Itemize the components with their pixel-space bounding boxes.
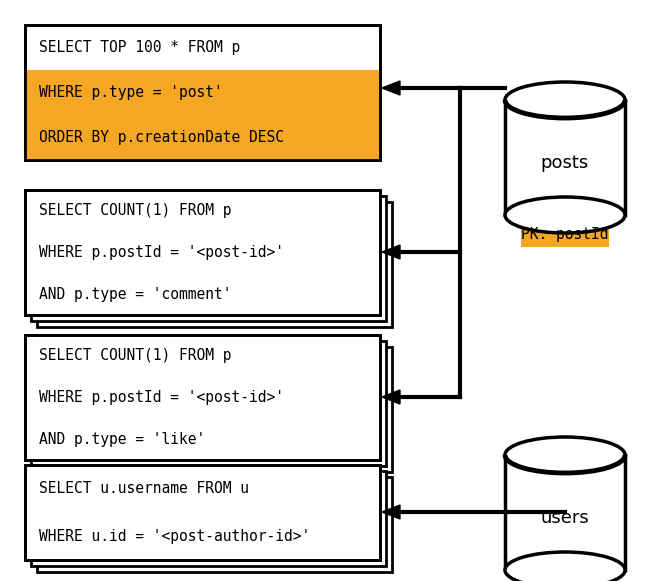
Text: PK: postId: PK: postId	[522, 228, 609, 242]
Bar	[25, 335, 380, 460]
Bar	[31, 341, 386, 466]
Bar	[25, 70, 380, 115]
Bar	[25, 115, 380, 160]
Text: SELECT COUNT(1) FROM p: SELECT COUNT(1) FROM p	[39, 203, 231, 218]
Bar	[31, 196, 386, 321]
FancyArrow shape	[382, 505, 400, 519]
FancyArrow shape	[382, 245, 400, 259]
Text: users: users	[541, 509, 590, 527]
Text: posts: posts	[541, 154, 589, 172]
Text: ORDER BY p.creationDate DESC: ORDER BY p.creationDate DESC	[39, 130, 284, 145]
Bar	[37, 202, 392, 327]
Text: WHERE p.postId = '<post-id>': WHERE p.postId = '<post-id>'	[39, 390, 284, 405]
Bar	[505, 455, 625, 570]
Text: WHERE p.postId = '<post-id>': WHERE p.postId = '<post-id>'	[39, 245, 284, 260]
Bar	[37, 477, 392, 572]
FancyArrow shape	[382, 390, 400, 404]
Bar	[25, 25, 380, 160]
Ellipse shape	[505, 82, 625, 118]
Ellipse shape	[505, 552, 625, 581]
Bar	[505, 100, 625, 215]
Ellipse shape	[505, 197, 625, 233]
Bar	[522, 223, 609, 248]
FancyArrow shape	[382, 81, 400, 95]
Ellipse shape	[505, 437, 625, 473]
Bar	[25, 335, 380, 460]
Bar	[25, 190, 380, 315]
Bar	[25, 465, 380, 560]
Text: WHERE p.type = 'post': WHERE p.type = 'post'	[39, 85, 223, 100]
Text: SELECT COUNT(1) FROM p: SELECT COUNT(1) FROM p	[39, 349, 231, 363]
Bar	[25, 190, 380, 315]
Bar	[25, 25, 380, 160]
Text: AND p.type = 'like': AND p.type = 'like'	[39, 432, 206, 447]
Text: SELECT u.username FROM u: SELECT u.username FROM u	[39, 481, 249, 496]
Bar	[31, 471, 386, 566]
Text: SELECT TOP 100 * FROM p: SELECT TOP 100 * FROM p	[39, 40, 240, 55]
Text: AND p.type = 'comment': AND p.type = 'comment'	[39, 286, 231, 302]
Bar	[37, 347, 392, 472]
Text: WHERE u.id = '<post-author-id>': WHERE u.id = '<post-author-id>'	[39, 529, 310, 544]
Bar	[25, 465, 380, 560]
